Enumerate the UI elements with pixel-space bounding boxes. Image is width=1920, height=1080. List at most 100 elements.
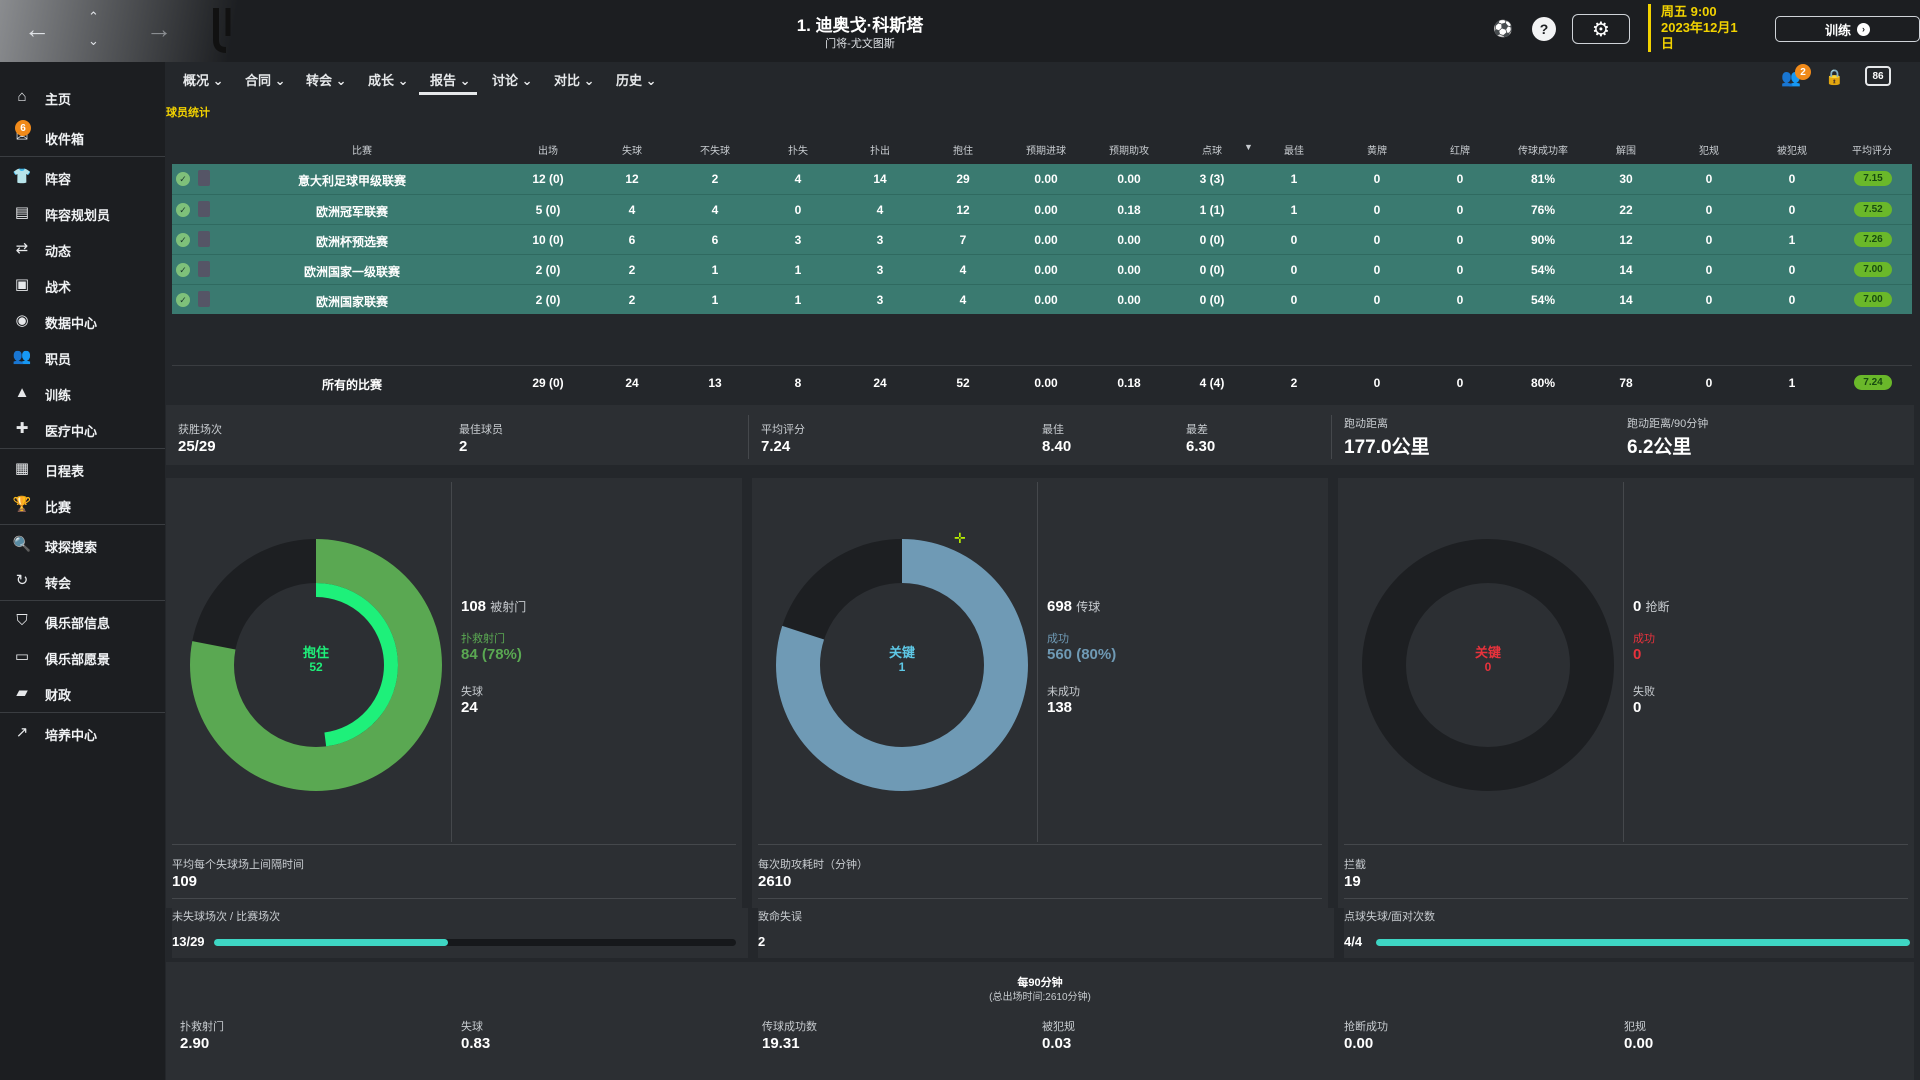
table-row[interactable]: ✓ 欧洲冠军联赛 5 (0) 4 4 0 4 12 0.00 0.18 1 (1) 1 0 0 76% 22 0… bbox=[172, 194, 1912, 224]
back-arrow-icon[interactable]: ← bbox=[24, 14, 50, 44]
table-cell: 4 bbox=[959, 263, 967, 277]
col-header[interactable]: 平均评分 bbox=[1852, 146, 1892, 157]
sidebar-item-squad-planner[interactable]: ▤ 阵容规划员 bbox=[0, 194, 165, 230]
table-cell: 0 bbox=[1373, 263, 1381, 277]
sort-desc-icon[interactable]: ▼ bbox=[1244, 142, 1253, 152]
lock-icon[interactable]: 🔒 bbox=[1825, 69, 1844, 86]
forward-arrow-icon[interactable]: → bbox=[146, 14, 172, 44]
per90-value: 0.03 bbox=[1042, 1035, 1072, 1052]
panel-hline bbox=[1344, 844, 1908, 845]
total-cell: 0 bbox=[1705, 376, 1713, 390]
tab-compare[interactable]: 对比 ⌄ bbox=[554, 73, 595, 88]
sidebar-item-scouting[interactable]: 🔍 球探搜索 bbox=[0, 526, 165, 562]
sidebar-item-development[interactable]: ↗ 培养中心 bbox=[0, 714, 165, 750]
col-header[interactable]: 传球成功率 bbox=[1518, 146, 1568, 157]
sidebar-item-medical[interactable]: ✚ 医疗中心 bbox=[0, 410, 165, 446]
table-row[interactable]: ✓ 欧洲国家联赛 2 (0) 2 1 1 3 4 0.00 0.00 0 (0) 0 0 0 54% 14 0 0… bbox=[172, 284, 1912, 314]
col-header[interactable]: 不失球 bbox=[700, 146, 730, 157]
trophy-icon: 🏆 bbox=[12, 496, 32, 513]
col-header[interactable]: 黄牌 bbox=[1367, 146, 1387, 157]
col-header[interactable]: 扑失 bbox=[788, 146, 808, 157]
sidebar-item-dynamics[interactable]: ⇄ 动态 bbox=[0, 230, 165, 266]
competition-logo-icon bbox=[198, 170, 210, 186]
passes-fail-label: 未成功 bbox=[1047, 686, 1080, 698]
sidebar-item-schedule[interactable]: ▦ 日程表 bbox=[0, 450, 165, 486]
table-row[interactable]: ✓ 欧洲国家一级联赛 2 (0) 2 1 1 3 4 0.00 0.00 0 (0) 0 0 0 54% 14… bbox=[172, 254, 1912, 284]
col-header[interactable]: 失球 bbox=[622, 146, 642, 157]
table-cell: 2 (0) bbox=[535, 293, 561, 307]
table-row[interactable]: ✓ 欧洲杯预选赛 10 (0) 6 6 3 3 7 0.00 0.00 0 (0) 0 0 0 90% 12 0… bbox=[172, 224, 1912, 254]
summary-divider bbox=[748, 415, 749, 459]
passes-fail-value: 138 bbox=[1047, 699, 1073, 716]
table-row[interactable]: ✓ 意大利足球甲级联赛 12 (0) 12 2 4 14 29 0.00 0.00 3 (3) 1 0 0… bbox=[172, 164, 1912, 194]
mins-per-assist-label: 每次助攻耗时（分钟） bbox=[758, 859, 868, 871]
train-continue-button[interactable]: 训练 › bbox=[1775, 16, 1920, 42]
col-header[interactable]: 解围 bbox=[1616, 146, 1636, 157]
shots-faced-value: 108 bbox=[461, 598, 487, 615]
sidebar-item-tactics[interactable]: ▣ 战术 bbox=[0, 266, 165, 302]
tab-history[interactable]: 历史 ⌄ bbox=[616, 73, 657, 88]
tackles-total-label: 抢断 bbox=[1645, 600, 1670, 614]
tab-label: 合同 bbox=[245, 73, 272, 88]
sidebar-item-transfers[interactable]: ↻ 转会 bbox=[0, 562, 165, 598]
col-header[interactable]: 犯规 bbox=[1699, 146, 1719, 157]
sidebar-item-squad[interactable]: 👕 阵容 bbox=[0, 158, 165, 194]
tab-discuss[interactable]: 讨论 ⌄ bbox=[492, 73, 533, 88]
tab-transfer[interactable]: 转会 ⌄ bbox=[306, 73, 347, 88]
chevron-down-icon[interactable]: ⌄ bbox=[88, 33, 99, 48]
tab-reports[interactable]: 报告 ⌄ bbox=[430, 73, 471, 88]
sidebar-item-staff[interactable]: 👥 职员 bbox=[0, 338, 165, 374]
per90-label: 扑救射门 bbox=[180, 1021, 224, 1033]
clean-sheets-bar-fill bbox=[214, 939, 448, 946]
help-icon[interactable]: ? bbox=[1532, 17, 1556, 41]
table-cell: 22 bbox=[1619, 203, 1633, 217]
col-header[interactable]: 扑出 bbox=[870, 146, 890, 157]
col-header[interactable]: 点球 bbox=[1202, 146, 1222, 157]
panel-divider bbox=[1037, 482, 1038, 842]
passes-total-value: 698 bbox=[1047, 598, 1073, 615]
col-header[interactable]: 出场 bbox=[538, 146, 558, 157]
table-cell: 54% bbox=[1530, 263, 1556, 277]
col-header[interactable]: 预期助攻 bbox=[1109, 146, 1149, 157]
sidebar-item-inbox[interactable]: ✉ 6 收件箱 bbox=[0, 118, 165, 154]
sidebar-item-training[interactable]: ▲ 训练 bbox=[0, 374, 165, 410]
tab-overview[interactable]: 概况 ⌄ bbox=[183, 73, 224, 88]
sidebar-item-label: 职员 bbox=[45, 352, 72, 367]
sidebar-item-label: 俱乐部信息 bbox=[45, 616, 111, 631]
panel-hline bbox=[1344, 898, 1908, 899]
cursor-crosshair-icon: ✛ bbox=[954, 530, 966, 546]
col-header[interactable]: 比赛 bbox=[352, 146, 372, 157]
sidebar-item-label: 比赛 bbox=[45, 500, 72, 515]
saves-made-value: 84 (78%) bbox=[461, 646, 522, 663]
tab-contract[interactable]: 合同 ⌄ bbox=[245, 73, 286, 88]
table-cell: 0.00 bbox=[1117, 233, 1141, 247]
sidebar-item-data-hub[interactable]: ◉ 数据中心 bbox=[0, 302, 165, 338]
col-header[interactable]: 红牌 bbox=[1450, 146, 1470, 157]
tackles-fail-label: 失败 bbox=[1633, 686, 1655, 698]
settings-gear-icon[interactable]: ⚙ bbox=[1572, 14, 1630, 44]
ball-icon[interactable]: ⚽ bbox=[1493, 21, 1513, 38]
table-cell: 2 bbox=[628, 293, 636, 307]
table-cell: 0.00 bbox=[1034, 203, 1058, 217]
table-cell: 6 bbox=[711, 233, 719, 247]
sidebar-item-home[interactable]: ⌂ 主页 bbox=[0, 78, 165, 114]
table-cell: 4 bbox=[711, 203, 719, 217]
summary-strip: 获胜场次 25/29 最佳球员 2 平均评分 7.24 最佳 8.40 最差 6… bbox=[166, 405, 1914, 465]
sidebar-item-finances[interactable]: ▰ 财政 bbox=[0, 674, 165, 710]
competition-logo-icon bbox=[198, 291, 210, 307]
tab-development[interactable]: 成长 ⌄ bbox=[368, 73, 409, 88]
col-header[interactable]: 最佳 bbox=[1284, 146, 1304, 157]
date-display[interactable]: 周五 9:00 2023年12月1 日 bbox=[1648, 4, 1748, 52]
table-cell: 14 bbox=[873, 172, 887, 186]
chevron-up-icon[interactable]: ⌃ bbox=[88, 9, 99, 24]
table-cell: 0 bbox=[1705, 172, 1713, 186]
col-header[interactable]: 被犯规 bbox=[1777, 146, 1807, 157]
col-header[interactable]: 抱住 bbox=[953, 146, 973, 157]
squad-number-icon[interactable]: 86 bbox=[1865, 66, 1891, 86]
sidebar-item-club-info[interactable]: ⛉ 俱乐部信息 bbox=[0, 602, 165, 638]
col-header[interactable]: 预期进球 bbox=[1026, 146, 1066, 157]
saves-outer-arc bbox=[190, 539, 442, 791]
sidebar-item-club-vision[interactable]: ▭ 俱乐部愿景 bbox=[0, 638, 165, 674]
sidebar-item-competitions[interactable]: 🏆 比赛 bbox=[0, 486, 165, 522]
rating-badge: 7.52 bbox=[1854, 202, 1892, 217]
